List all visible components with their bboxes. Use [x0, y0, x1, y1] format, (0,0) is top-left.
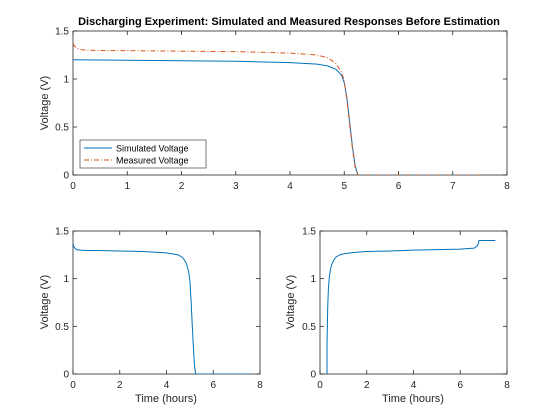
- top-y-axis-label: Voltage (V): [39, 76, 51, 130]
- top-legend: Simulated Voltage Measured Voltage: [79, 139, 207, 169]
- top-x-tick-label: 8: [504, 181, 510, 192]
- bottom-right-y-axis-label: Voltage (V): [285, 275, 297, 329]
- top-y-tick-label: 0.5: [55, 123, 69, 134]
- top-x-tick-label: 2: [179, 181, 185, 192]
- bottom-left-x-tick-label: 0: [70, 380, 76, 391]
- bottom-left-x-axis-label: Time (hours): [135, 393, 197, 405]
- bottom-right-series-line-0: [326, 240, 496, 374]
- bottom-right-x-tick-label: 6: [457, 380, 463, 391]
- top-x-tick-label: 1: [124, 181, 130, 192]
- bottom-left-series-line-0: [73, 243, 251, 374]
- bottom-left-y-tick-label: 0: [63, 370, 69, 381]
- legend-label-measured: Measured Voltage: [116, 156, 189, 166]
- bottom-left-x-tick-label: 6: [210, 380, 216, 391]
- bottom-right-x-tick-label: 8: [504, 380, 510, 391]
- top-chart-title: Discharging Experiment: Simulated and Me…: [78, 16, 500, 28]
- legend-label-simulated: Simulated Voltage: [116, 144, 189, 154]
- bottom-right-y-tick-label: 1.5: [302, 227, 316, 238]
- bottom-right-axes: Time (hours) Voltage (V) 0 2 4 6 8 0 0.5 1 1.5: [285, 227, 510, 406]
- top-x-tick-label: 5: [341, 181, 347, 192]
- bottom-right-x-tick-label: 4: [411, 380, 417, 391]
- bottom-right-x-tick-label: 2: [364, 380, 370, 391]
- bottom-right-y-tick-label: 0: [310, 370, 316, 381]
- bottom-left-x-tick-label: 4: [164, 380, 170, 391]
- bottom-right-x-tick-label: 0: [317, 380, 323, 391]
- top-x-tick-label: 3: [233, 181, 239, 192]
- top-axes: Discharging Experiment: Simulated and Me…: [39, 16, 510, 192]
- bottom-left-y-axis-label: Voltage (V): [39, 275, 51, 329]
- bottom-left-y-tick-label: 1: [63, 274, 69, 285]
- legend-box: [79, 139, 207, 169]
- top-x-tick-label: 4: [287, 181, 293, 192]
- bottom-left-x-tick-label: 2: [117, 380, 123, 391]
- top-x-tick-label: 7: [450, 181, 456, 192]
- bottom-right-x-axis-label: Time (hours): [382, 393, 444, 405]
- bottom-left-x-tick-label: 8: [257, 380, 263, 391]
- bottom-left-axes: Time (hours) Voltage (V) 0 2 4 6 8 0 0.5 1 1.5: [39, 227, 263, 406]
- bottom-left-y-tick-label: 0.5: [55, 322, 69, 333]
- top-y-tick-label: 1.5: [55, 27, 69, 38]
- top-y-tick-label: 1: [63, 75, 69, 86]
- bottom-left-y-tick-label: 1.5: [55, 227, 69, 238]
- top-series-line-simulated-voltage: [73, 59, 480, 175]
- top-series-line-measured-voltage: [73, 43, 480, 175]
- bottom-right-y-tick-label: 1: [310, 274, 316, 285]
- top-x-tick-label: 6: [396, 181, 402, 192]
- bottom-right-y-tick-label: 0.5: [302, 322, 316, 333]
- top-x-tick-label: 0: [70, 181, 76, 192]
- top-y-tick-label: 0: [63, 171, 69, 182]
